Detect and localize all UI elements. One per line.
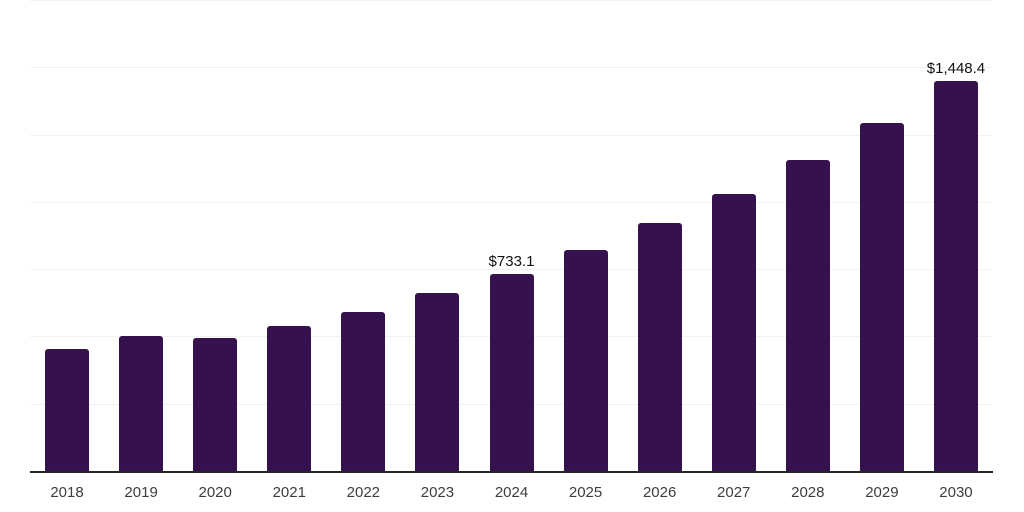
x-axis-label-2026: 2026	[642, 484, 677, 501]
bar-2027	[711, 193, 756, 471]
bar-2024	[489, 273, 534, 471]
x-axis-label-2022: 2022	[346, 484, 381, 501]
x-axis-labels: 2018 2019 2020 2021 2022 2023 2024 2025 2026 2027…	[30, 484, 993, 506]
x-axis-label-2027: 2027	[717, 484, 751, 501]
gridline-750	[30, 269, 993, 271]
data-label-2030: $1,448.4	[926, 60, 986, 78]
x-axis-label-2024: 2024	[494, 484, 529, 501]
bar-2020	[193, 338, 238, 471]
x-axis-label-2025: 2025	[568, 484, 603, 501]
gridline-1250	[30, 134, 993, 136]
bar-2019	[119, 336, 164, 471]
gridline-1500	[30, 67, 993, 69]
x-axis-label-2021: 2021	[272, 484, 306, 501]
bar-2029	[859, 122, 904, 471]
bar-2022	[341, 312, 386, 471]
bar-2028	[785, 160, 830, 471]
plot-area: $733.1 $1,448.4	[30, 0, 993, 473]
bar-2021	[267, 326, 312, 471]
gridline-1750	[30, 0, 993, 1]
x-axis-label-2030: 2030	[939, 484, 973, 501]
x-axis-label-2019: 2019	[124, 484, 158, 501]
bar-2026	[637, 223, 682, 471]
x-axis-label-2023: 2023	[420, 484, 455, 501]
gridline-1000	[30, 201, 993, 203]
bar-2025	[563, 249, 608, 471]
bar-2018	[45, 349, 90, 471]
data-label-2024: $733.1	[488, 252, 535, 270]
x-axis-label-2018: 2018	[50, 484, 84, 501]
x-axis-label-2020: 2020	[198, 484, 232, 501]
x-axis-label-2029: 2029	[865, 484, 899, 501]
x-axis-label-2028: 2028	[791, 484, 825, 501]
bar-2023	[415, 293, 460, 471]
bar-2030	[933, 81, 978, 471]
